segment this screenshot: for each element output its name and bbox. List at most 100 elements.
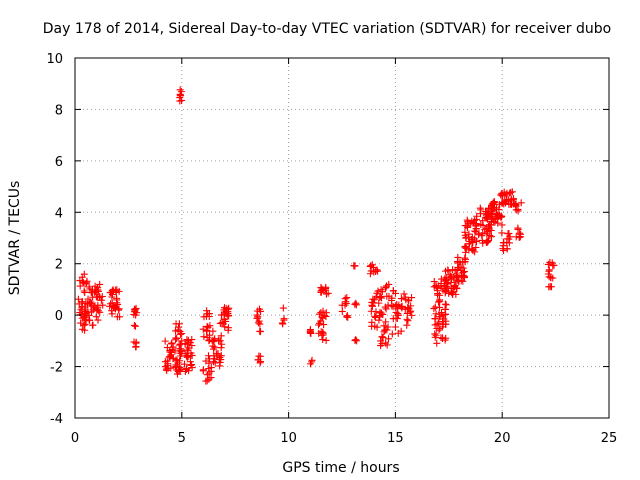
data-point xyxy=(188,336,196,344)
y-tick-label: 4 xyxy=(55,206,63,221)
data-point xyxy=(442,334,450,342)
data-point xyxy=(517,199,525,207)
data-point xyxy=(493,211,501,219)
data-point xyxy=(343,312,351,320)
data-point xyxy=(338,307,346,315)
data-point xyxy=(207,364,215,372)
data-point xyxy=(406,308,414,316)
x-tick-label: 5 xyxy=(178,431,186,446)
data-point xyxy=(89,293,97,301)
plot-border xyxy=(74,57,610,419)
data-point xyxy=(217,311,225,319)
data-point xyxy=(279,304,287,312)
data-point xyxy=(130,321,138,329)
data-point xyxy=(132,343,140,351)
data-point xyxy=(253,311,261,319)
data-point xyxy=(168,339,176,347)
y-tick-label: 10 xyxy=(46,52,63,67)
data-point xyxy=(185,344,193,352)
data-point xyxy=(431,321,439,329)
data-point xyxy=(404,317,412,325)
data-point xyxy=(453,273,461,281)
data-point xyxy=(211,335,219,343)
data-point xyxy=(394,311,402,319)
data-point xyxy=(181,340,189,348)
data-point xyxy=(97,296,105,304)
data-point xyxy=(186,339,194,347)
data-point xyxy=(94,284,102,292)
data-point xyxy=(380,322,388,330)
data-point xyxy=(436,303,444,311)
data-point xyxy=(487,218,495,226)
data-point xyxy=(375,299,383,307)
data-point xyxy=(81,320,89,328)
data-point xyxy=(114,301,122,309)
data-point xyxy=(369,263,377,271)
data-point xyxy=(161,337,169,345)
data-point xyxy=(388,302,396,310)
data-point xyxy=(209,327,217,335)
data-point xyxy=(221,323,229,331)
data-point xyxy=(398,304,406,312)
data-point xyxy=(113,296,121,304)
data-point xyxy=(435,319,443,327)
data-point xyxy=(382,339,390,347)
data-point xyxy=(86,316,94,324)
data-point xyxy=(177,91,185,99)
data-point xyxy=(352,299,360,307)
data-point xyxy=(89,321,97,329)
data-point xyxy=(374,267,382,275)
data-point xyxy=(401,305,409,313)
data-point xyxy=(86,299,94,307)
y-axis-label: SDTVAR / TECUs xyxy=(7,181,23,296)
data-point xyxy=(171,363,179,371)
data-point xyxy=(215,356,223,364)
data-point xyxy=(199,367,207,375)
data-point xyxy=(487,202,495,210)
data-point xyxy=(165,353,173,361)
data-point xyxy=(182,352,190,360)
data-point xyxy=(479,221,487,229)
data-point xyxy=(318,285,326,293)
data-point xyxy=(92,313,100,321)
data-point xyxy=(451,282,459,290)
data-point xyxy=(206,322,214,330)
data-point xyxy=(92,287,100,295)
data-point xyxy=(115,306,123,314)
data-point xyxy=(446,271,454,279)
data-point xyxy=(433,339,441,347)
data-point xyxy=(377,309,385,317)
data-point xyxy=(80,287,88,295)
data-point xyxy=(454,253,462,261)
data-point xyxy=(177,348,185,356)
data-point xyxy=(487,221,495,229)
data-point xyxy=(174,323,182,331)
data-point xyxy=(468,233,476,241)
data-point xyxy=(368,318,376,326)
data-point xyxy=(473,212,481,220)
data-point xyxy=(78,304,86,312)
data-point xyxy=(544,260,552,268)
data-point xyxy=(215,336,223,344)
data-point xyxy=(322,290,330,298)
data-point xyxy=(452,290,460,298)
data-point xyxy=(381,303,389,311)
data-point xyxy=(202,312,210,320)
data-point xyxy=(477,210,485,218)
data-point xyxy=(384,323,392,331)
data-point xyxy=(74,295,82,303)
x-tick-label: 25 xyxy=(601,431,618,446)
data-point xyxy=(394,329,402,337)
data-point xyxy=(183,353,191,361)
data-point xyxy=(443,280,451,288)
data-point xyxy=(317,317,325,325)
data-point xyxy=(498,221,506,229)
data-point xyxy=(392,323,400,331)
data-point xyxy=(481,226,489,234)
data-point xyxy=(499,192,507,200)
data-point xyxy=(500,246,508,254)
data-point xyxy=(350,262,358,270)
data-point xyxy=(318,313,326,321)
data-point xyxy=(378,333,386,341)
